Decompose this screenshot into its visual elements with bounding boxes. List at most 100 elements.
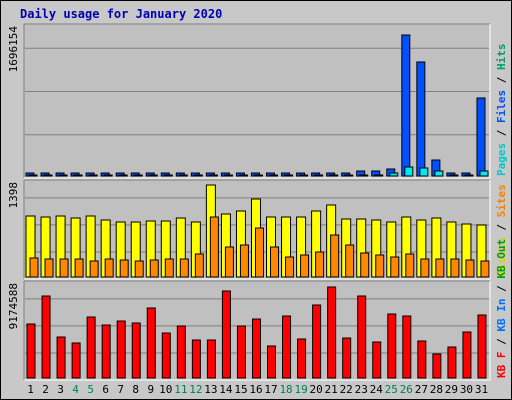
day-label: 5 xyxy=(87,383,94,396)
day-label: 9 xyxy=(147,383,154,396)
kbf-bar xyxy=(297,338,307,379)
hits-bar xyxy=(401,34,411,177)
hits-panel-legend: Pages / Files / Hits xyxy=(495,44,508,177)
legend-item: Pages xyxy=(495,143,508,176)
sites-bar xyxy=(450,258,460,278)
legend-item: Sites xyxy=(495,184,508,217)
day-label: 30 xyxy=(460,383,473,396)
sites-bar xyxy=(345,244,355,278)
sites-bar xyxy=(270,246,280,278)
kbf-bar xyxy=(342,337,352,379)
kbf-bar xyxy=(221,290,231,379)
files-bar xyxy=(43,174,53,177)
sites-bar xyxy=(164,258,174,278)
day-label: 21 xyxy=(325,383,338,396)
files-bar xyxy=(434,170,444,177)
sites-bar xyxy=(134,260,144,278)
kbf-bar xyxy=(131,322,141,379)
day-label: 10 xyxy=(159,383,172,396)
sites-bar xyxy=(224,246,234,278)
day-label: 3 xyxy=(57,383,64,396)
legend-separator: / xyxy=(495,70,508,90)
files-bar xyxy=(118,174,128,177)
files-bar xyxy=(404,166,414,177)
kbf-bar xyxy=(116,320,126,379)
kbf-bar xyxy=(462,331,472,379)
files-bar xyxy=(208,174,218,177)
files-bar xyxy=(449,174,459,177)
chart-title: Daily usage for January 2020 xyxy=(20,7,223,21)
files-bar xyxy=(73,174,83,177)
kbf-bar xyxy=(146,307,156,379)
day-label: 17 xyxy=(264,383,277,396)
kbf-bar xyxy=(161,332,171,379)
sites-bar xyxy=(360,252,370,278)
files-bar xyxy=(479,170,489,177)
legend-separator: / xyxy=(495,123,508,143)
kbf-bar xyxy=(251,318,261,379)
files-bar xyxy=(269,174,279,177)
sites-bar xyxy=(285,256,295,278)
files-bar xyxy=(238,174,248,177)
day-label: 19 xyxy=(294,383,307,396)
files-bar xyxy=(284,174,294,177)
sites-bar xyxy=(390,256,400,278)
sites-bar xyxy=(300,254,310,278)
files-bar xyxy=(28,174,38,177)
files-bar xyxy=(253,174,263,177)
kbf-bar xyxy=(432,353,442,379)
day-label: 18 xyxy=(279,383,292,396)
day-label: 23 xyxy=(355,383,368,396)
sites-bar xyxy=(119,259,129,278)
sites-bar xyxy=(315,251,325,278)
kbf-bar xyxy=(282,315,292,379)
kbf-bar xyxy=(447,346,457,379)
kbf-bar xyxy=(327,286,337,379)
kbf-bar xyxy=(191,339,201,379)
files-bar xyxy=(88,174,98,177)
files-bar xyxy=(163,174,173,177)
day-label: 15 xyxy=(234,383,247,396)
legend-item: Files xyxy=(495,90,508,123)
kbf-bar xyxy=(477,314,487,379)
sites-bar xyxy=(254,227,264,278)
hits-bar xyxy=(416,61,426,177)
day-label: 12 xyxy=(189,383,202,396)
kbf-bar xyxy=(387,313,397,379)
sites-bar xyxy=(480,260,490,278)
files-bar xyxy=(329,174,339,177)
kbytes-panel-legend: KB F / KB In / KB Out xyxy=(495,239,508,378)
kbf-bar xyxy=(86,316,96,379)
day-label: 8 xyxy=(132,383,139,396)
kbf-bar xyxy=(101,324,111,379)
day-label: 1 xyxy=(27,383,34,396)
files-bar xyxy=(58,174,68,177)
kbf-bar xyxy=(267,345,277,379)
sites-bar xyxy=(465,259,475,278)
hits-panel-background xyxy=(24,24,490,178)
legend-item: KB Out xyxy=(495,239,508,279)
files-bar xyxy=(359,174,369,177)
day-label: 14 xyxy=(219,383,233,396)
day-label: 2 xyxy=(42,383,49,396)
sites-bar xyxy=(375,254,385,278)
sites-bar xyxy=(194,253,204,278)
kbf-bar xyxy=(71,342,81,379)
legend-item: Visits xyxy=(495,237,508,277)
sites-bar xyxy=(74,258,84,278)
day-label: 26 xyxy=(400,383,413,396)
day-label: 27 xyxy=(415,383,428,396)
day-label: 24 xyxy=(370,383,384,396)
legend-item: Hits xyxy=(495,44,508,71)
sites-bar xyxy=(209,216,219,278)
sites-bar xyxy=(405,253,415,278)
sites-bar xyxy=(179,258,189,278)
sites-bar xyxy=(420,258,430,278)
day-label: 28 xyxy=(430,383,443,396)
sites-bar xyxy=(29,257,39,278)
files-bar xyxy=(419,167,429,177)
files-bar xyxy=(374,174,384,177)
files-bar xyxy=(193,174,203,177)
legend-item: KB In xyxy=(495,299,508,332)
